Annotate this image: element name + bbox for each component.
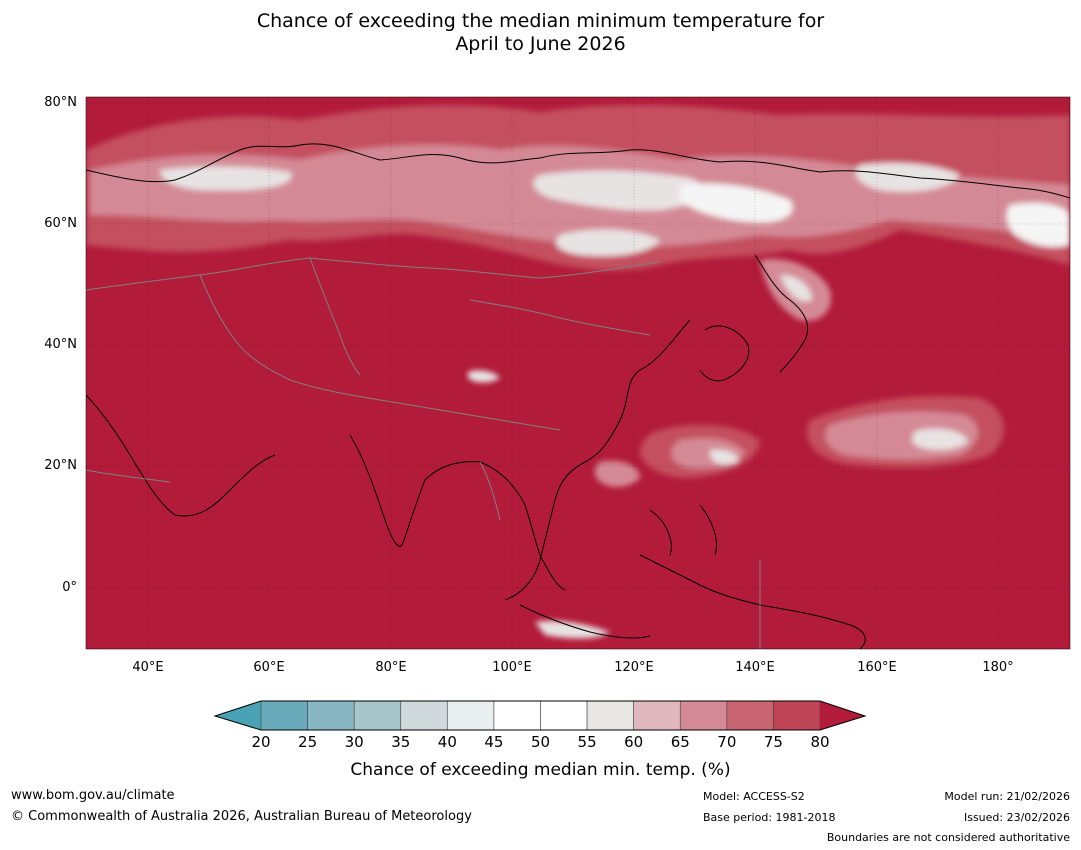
colorbar-bin: [353, 700, 402, 731]
colorbar-tick-label: 65: [670, 733, 690, 751]
title-line-1: Chance of exceeding the median minimum t…: [256, 10, 825, 32]
colorbar-outline: [213, 700, 867, 731]
colorbar-tick-label: 70: [717, 733, 737, 751]
colorbar-tick-label: 20: [251, 733, 271, 751]
lon-label-180: 180°: [982, 660, 1014, 675]
colorbar-tick-label: 30: [344, 733, 364, 751]
colorbar-high-extend: [820, 701, 865, 730]
lat-label-20n: 20°N: [44, 458, 77, 473]
lon-label-40e: 40°E: [132, 660, 164, 675]
colorbar-bin: [773, 700, 821, 731]
title-line-2: April to June 2026: [455, 33, 626, 55]
colorbar-bin: [260, 700, 308, 731]
map-title: Chance of exceeding the median minimum t…: [0, 10, 1081, 56]
colorbar-tick-label: 80: [810, 733, 830, 751]
colorbar-tick-label: 60: [624, 733, 644, 751]
colorbar-tick-label: 75: [763, 733, 783, 751]
lat-label-80n: 80°N: [44, 95, 77, 110]
model-run-date: Model run: 21/02/2026: [944, 790, 1070, 803]
colorbar-bin: [493, 700, 541, 731]
lat-label-60n: 60°N: [44, 216, 77, 231]
boundaries-disclaimer: Boundaries are not considered authoritat…: [826, 831, 1070, 844]
colorbar-low-extend: [215, 701, 261, 730]
lon-label-120e: 120°E: [614, 660, 654, 675]
base-period: Base period: 1981-2018: [703, 811, 836, 824]
lon-label-140e: 140°E: [735, 660, 775, 675]
coastlines: [86, 143, 1070, 649]
lon-label-160e: 160°E: [857, 660, 897, 675]
colorbar-bin: [400, 700, 448, 731]
colorbar-label: Chance of exceeding median min. temp. (%…: [350, 760, 731, 780]
lon-label-80e: 80°E: [375, 660, 407, 675]
lon-label-60e: 60°E: [253, 660, 285, 675]
colorbar-bin: [726, 700, 774, 731]
lat-label-40n: 40°N: [44, 337, 77, 352]
colorbar-tick-label: 55: [577, 733, 597, 751]
minor-anomaly-patches: [468, 370, 610, 639]
model-name: Model: ACCESS-S2: [703, 790, 805, 803]
colorbar-bin: [307, 700, 355, 731]
colorbar-bin: [540, 700, 588, 731]
colorbar-bin: [447, 700, 495, 731]
map-frame: [85, 96, 1071, 650]
colorbar-tick-label: 25: [298, 733, 318, 751]
lon-label-100e: 100°E: [492, 660, 532, 675]
copyright-text: © Commonwealth of Australia 2026, Austra…: [11, 809, 472, 824]
colorbar-tick-label: 45: [484, 733, 504, 751]
country-borders: [86, 257, 761, 649]
probability-map: [85, 96, 1071, 650]
pacific-anomaly-zone: [594, 396, 1004, 487]
colorbar-bin: [633, 700, 681, 731]
northern-anomaly-zone: [86, 104, 1070, 271]
lat-label-0: 0°: [62, 580, 77, 595]
colorbar-tick-label: 40: [437, 733, 457, 751]
colorbar-bin: [679, 700, 728, 731]
colorbar-tick-label: 50: [530, 733, 551, 751]
colorbar-tick-label: 35: [391, 733, 411, 751]
website-link[interactable]: www.bom.gov.au/climate: [11, 788, 175, 803]
colorbar-bin: [586, 700, 634, 731]
issued-date: Issued: 23/02/2026: [963, 811, 1070, 824]
okhotsk-anomaly-zone: [760, 259, 831, 321]
